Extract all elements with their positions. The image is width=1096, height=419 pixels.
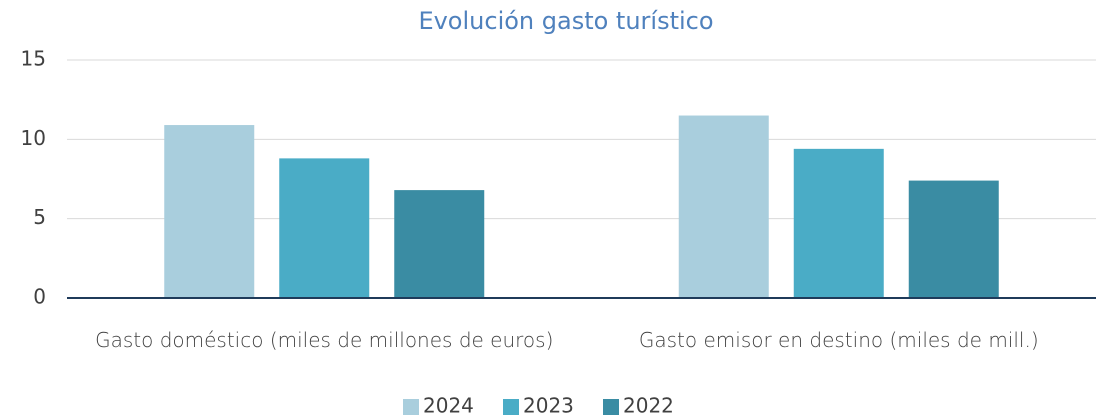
legend-swatch bbox=[403, 399, 419, 415]
legend-label: 2022 bbox=[623, 394, 674, 418]
bar bbox=[164, 125, 255, 298]
y-tick-label: 0 bbox=[33, 285, 46, 309]
bar bbox=[678, 115, 769, 299]
legend-swatch bbox=[603, 399, 619, 415]
y-tick-label: 10 bbox=[21, 126, 46, 150]
bar bbox=[279, 158, 370, 298]
chart-title: Evolución gasto turístico bbox=[418, 7, 713, 35]
x-tick-label: Gasto doméstico (miles de millones de eu… bbox=[95, 328, 554, 352]
y-tick-label: 15 bbox=[21, 47, 46, 71]
legend-swatch bbox=[503, 399, 519, 415]
bar bbox=[908, 180, 999, 298]
x-tick-label: Gasto emisor en destino (miles de mill.) bbox=[638, 328, 1039, 352]
legend-label: 2023 bbox=[523, 394, 574, 418]
bar bbox=[793, 148, 884, 298]
legend-label: 2024 bbox=[423, 394, 474, 418]
y-tick-label: 5 bbox=[33, 205, 46, 229]
bar bbox=[394, 190, 485, 298]
